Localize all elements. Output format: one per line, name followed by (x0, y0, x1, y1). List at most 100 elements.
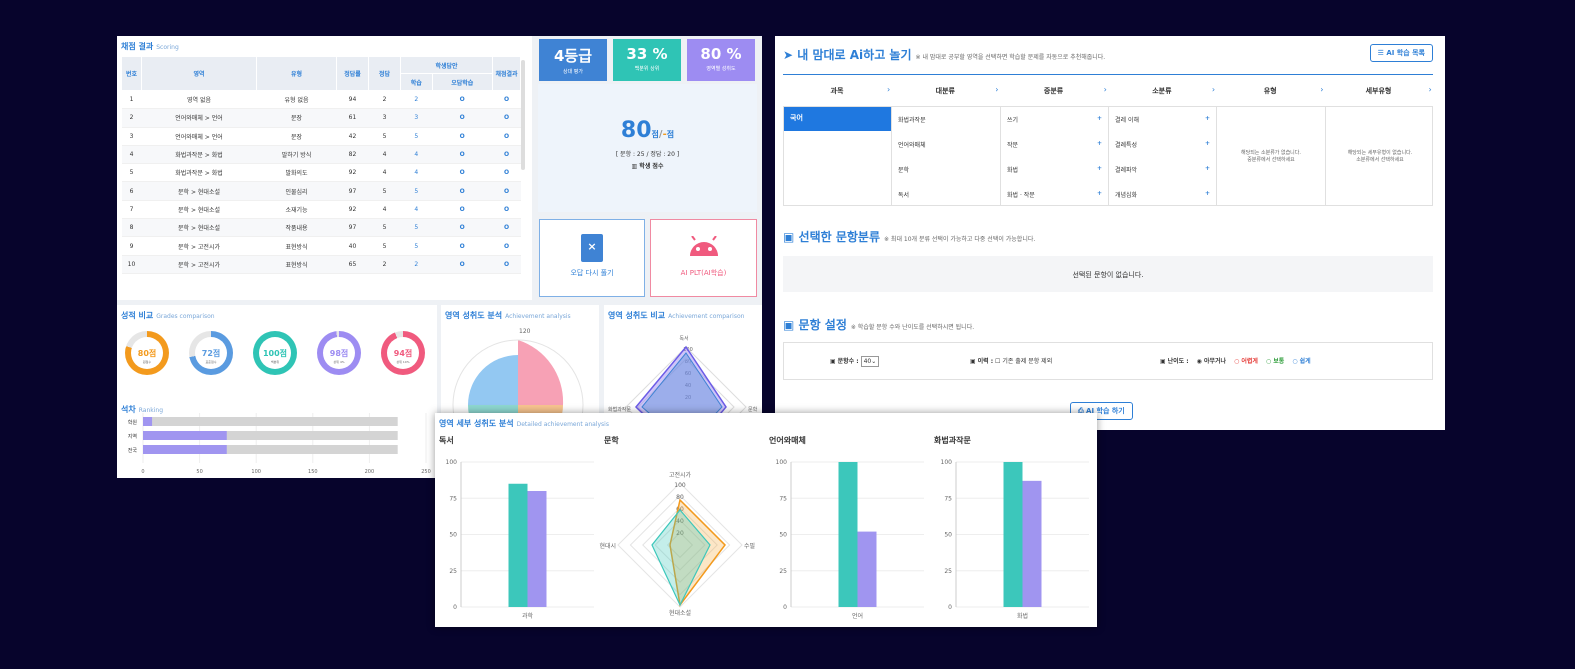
answer-mark: O (432, 218, 493, 238)
radar-label-left: 화법과작문 (608, 406, 631, 413)
x-tick: 과학 (522, 612, 534, 620)
y-tick: 0 (948, 604, 952, 611)
plus-icon[interactable]: + (1096, 165, 1102, 172)
plus-icon[interactable]: + (1096, 140, 1102, 147)
category-item[interactable]: 쓰기 + (1007, 115, 1102, 124)
table-row: 8 문학 > 현대소설 작품내용 97 5 5 O O (121, 218, 521, 238)
radio-icon: ○ (1292, 358, 1300, 365)
plus-icon[interactable]: + (1204, 115, 1210, 122)
column-header: 소분류 (1152, 87, 1172, 95)
chevron-right-icon: › (1103, 85, 1107, 94)
table-scrollbar[interactable] (521, 60, 525, 170)
radar-grid (666, 531, 694, 559)
rank-tick: 200 (365, 469, 375, 475)
category-item[interactable]: 언어와매체 (898, 142, 926, 149)
answer-mark: O (432, 163, 493, 183)
column-header: 과목 (830, 87, 844, 95)
plus-icon[interactable]: + (1204, 165, 1210, 172)
rank-label: 학원 (128, 419, 138, 426)
table-row: 2 언어와매체 > 언어 문장 61 3 3 O O (121, 108, 521, 128)
plus-icon[interactable]: + (1204, 190, 1210, 197)
y-tick: 25 (944, 568, 952, 575)
ai-learning-panel: ➤ 내 맘대로 Ai하고 놀기 ※ 내 맘대로 공부할 영역을 선택하면 학습할 … (775, 36, 1445, 430)
chevron-right-icon: › (1320, 85, 1324, 94)
ai-title: ➤ 내 맘대로 Ai하고 놀기 ※ 내 맘대로 공부할 영역을 선택하면 학습할 … (783, 48, 1106, 62)
table-row: 6 문학 > 현대소설 인물심리 97 5 5 O O (121, 181, 521, 201)
student-score: 80점/-점 (620, 118, 675, 143)
category-item[interactable]: 화법 · 작문 + (1007, 190, 1102, 199)
category-item[interactable]: 개념심화 + (1115, 190, 1210, 199)
summary-card: 80 % 영역별 성취도 (687, 39, 755, 81)
y-tick: 75 (449, 495, 457, 502)
plus-icon[interactable]: + (1096, 115, 1102, 122)
result-mark: O (492, 127, 521, 146)
setting-box: ▣ 문항수 : 40⌄ ▣ 이력 : ☐ 기존 출제 문항 제외 ▣ 난이도 :… (783, 342, 1433, 380)
rank-track (143, 417, 398, 426)
chevron-right-icon: › (887, 85, 891, 94)
chevron-right-icon: › (1428, 85, 1432, 94)
count-select[interactable]: 40⌄ (860, 356, 880, 367)
category-item[interactable]: 화법과작문 (898, 117, 926, 124)
rank-label: 전국 (128, 447, 138, 454)
rank-bar (143, 417, 153, 426)
bar (527, 491, 547, 607)
count-setting: ▣ 문항수 : 40⌄ (830, 356, 880, 367)
answer-mark: O (432, 108, 493, 128)
category-item[interactable]: 독서 (898, 192, 910, 199)
result-mark: O (492, 108, 521, 128)
plus-icon[interactable]: + (1204, 140, 1210, 147)
rank-tick: 250 (421, 469, 431, 475)
radio-icon: ○ (1234, 358, 1242, 365)
ai-list-button[interactable]: ☰ AI 학습 목록 (1369, 44, 1433, 62)
history-checkbox[interactable]: ☐ (995, 358, 1001, 365)
ai-plt-button[interactable]: AI PLT(AI학습) (650, 219, 757, 297)
bar (838, 462, 858, 607)
table-row: 7 문학 > 현대소설 소재기능 92 4 4 O O (121, 200, 521, 220)
category-item[interactable]: 문학 (898, 167, 910, 174)
grade-donut: 100점 백분위 (253, 331, 297, 375)
grade-donut: 72점 표준점수 (189, 331, 233, 375)
divider (783, 74, 1433, 75)
chart-title: 독서 (439, 435, 454, 445)
level-radio[interactable]: ○ 어렵게 (1234, 358, 1258, 365)
answer-mark: O (432, 236, 493, 256)
grade-donut: 98점 상위 4% (317, 331, 361, 375)
chart-title: 문학 (604, 435, 619, 445)
level-radio[interactable]: ○ 쉽게 (1292, 358, 1311, 365)
result-mark: O (492, 236, 521, 256)
radar-label: 고전시가 (669, 471, 692, 479)
y-tick: 50 (944, 532, 952, 539)
y-tick: 50 (449, 532, 457, 539)
category-item[interactable]: 결례특성 + (1115, 140, 1210, 149)
rank-tick: 100 (251, 469, 261, 475)
y-tick: 75 (779, 495, 787, 502)
detail-achievement-panel: 영역 세부 성취도 분석 Detailed achievement analysi… (435, 413, 1097, 627)
rank-track (143, 445, 398, 454)
radar-series (651, 509, 711, 607)
table-row: 4 화법과작문 > 화법 말하기 방식 82 4 4 O O (121, 145, 521, 165)
rank-tick: 150 (308, 469, 318, 475)
detail-title: 영역 세부 성취도 분석 Detailed achievement analysi… (439, 419, 609, 428)
summary-card: 4등급 상대 평가 (539, 39, 607, 81)
y-tick: 75 (944, 495, 952, 502)
level-radio[interactable]: ◉ 아무거나 (1196, 358, 1227, 365)
table-row: 3 언어와매체 > 언어 문장 42 5 5 O O (121, 127, 521, 146)
radar-grid (629, 494, 731, 596)
category-item[interactable]: 결례파악 + (1115, 165, 1210, 174)
setting-title: ▣ 문항 설정 ※ 학습할 문항 수와 난이도를 선택하시면 됩니다. (783, 318, 975, 332)
category-item[interactable]: 결레 이해 + (1115, 115, 1210, 124)
plus-icon[interactable]: + (1096, 190, 1102, 197)
print-icon: ⎙ (1078, 407, 1084, 415)
level-radio[interactable]: ○ 보통 (1265, 358, 1285, 365)
category-item[interactable]: 작문 + (1007, 140, 1102, 149)
radar-tick: 100 (674, 482, 686, 489)
answer-mark: O (432, 200, 493, 220)
retry-wrong-button[interactable]: × 오답 다시 풀기 (539, 219, 645, 297)
rank-track (143, 431, 398, 440)
result-mark: O (492, 218, 521, 238)
category-item[interactable]: 화법 + (1007, 165, 1102, 174)
polar-slice (518, 340, 564, 405)
radar-tick: 80 (676, 494, 684, 501)
x-tick: 화법 (1017, 612, 1028, 620)
subject-item-selected[interactable]: 국어 (784, 107, 891, 131)
